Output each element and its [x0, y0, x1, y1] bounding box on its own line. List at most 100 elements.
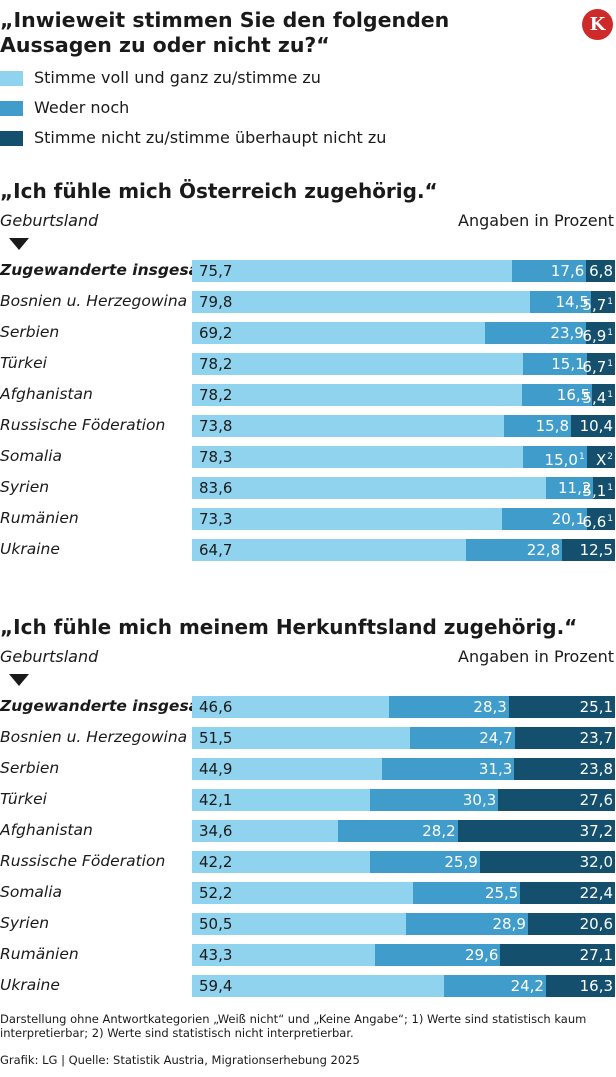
bar-segment-agree — [192, 727, 411, 749]
stacked-bar: 79,8 14,5 5,71 — [192, 291, 615, 314]
bar-segment-disagree — [527, 913, 615, 935]
data-label-disagree: 22,4 — [579, 884, 614, 902]
legend-label-neutral: Weder noch — [34, 98, 130, 117]
data-label-disagree: 23,7 — [579, 729, 613, 747]
stacked-bar: 51,5 24,7 23,7 — [192, 727, 615, 749]
category-label: Ukraine — [0, 540, 60, 558]
data-label-neutral: 25,9 — [444, 853, 478, 871]
row-header-label: Geburtsland — [0, 211, 99, 230]
data-label-disagree: 25,1 — [579, 698, 614, 716]
bar-row: Afghanistan 78,2 16,5 5,41 — [0, 382, 616, 407]
data-label-neutral: 24,7 — [479, 729, 513, 747]
category-label: Rumänien — [0, 945, 79, 963]
stacked-bar: 46,6 28,3 25,1 — [192, 696, 615, 718]
bar-segment-disagree — [593, 477, 615, 499]
category-label: Russische Föderation — [0, 416, 166, 434]
data-label-disagree: 6,8 — [589, 262, 613, 280]
bar-segment-agree — [192, 446, 524, 468]
data-label-agree: 43,3 — [199, 946, 233, 964]
data-label-disagree: 6,61 — [582, 513, 613, 531]
bar-segment-agree — [192, 539, 466, 561]
data-label-disagree: 5,41 — [582, 389, 613, 407]
bar-segment-neutral — [381, 758, 515, 780]
bar-segment-neutral — [370, 789, 499, 811]
data-label-agree: 51,5 — [199, 729, 233, 747]
data-label-disagree: 37,2 — [579, 822, 613, 840]
bar-segment-agree — [192, 508, 503, 530]
data-label-agree: 50,5 — [199, 915, 233, 933]
data-label-neutral: 24,2 — [510, 977, 544, 995]
data-label-disagree: 5,11 — [582, 482, 613, 500]
bar-row: Rumänien 43,3 29,6 27,1 — [0, 942, 616, 966]
data-label-agree: 44,9 — [199, 760, 233, 778]
bar-segment-neutral — [465, 539, 563, 561]
bar-row: Somalia 78,3 15,01 X2 — [0, 444, 616, 469]
data-label-disagree: 27,1 — [579, 946, 613, 964]
bar-segment-neutral — [370, 851, 480, 873]
data-label-agree: 42,1 — [199, 791, 233, 809]
bar-row: Somalia 52,2 25,5 22,4 — [0, 880, 616, 904]
data-label-agree: 34,6 — [199, 822, 233, 840]
bar-row: Bosnien u. Herzegowina 79,8 14,5 5,71 — [0, 289, 616, 314]
stacked-bar: 73,8 15,8 10,4 — [192, 415, 615, 437]
category-label: Zugewanderte insgesamt — [0, 697, 223, 715]
data-label-neutral: 15,1 — [551, 355, 585, 373]
bar-segment-neutral — [529, 291, 591, 313]
data-label-disagree: 32,0 — [579, 853, 614, 871]
bar-segment-disagree — [500, 944, 615, 966]
bar-row: Rumänien 73,3 20,1 6,61 — [0, 506, 616, 531]
data-label-disagree: 10,4 — [579, 417, 613, 435]
footnote-marker: 1 — [607, 359, 613, 369]
bar-row: Russische Föderation 42,2 25,9 32,0 — [0, 849, 616, 873]
brand-logo: K — [582, 9, 613, 40]
data-label-disagree: 23,8 — [579, 760, 613, 778]
data-label-disagree: X2 — [595, 451, 613, 469]
data-label-disagree: 20,6 — [579, 915, 613, 933]
stacked-bar: 44,9 31,3 23,8 — [192, 758, 615, 780]
bar-segment-agree — [192, 820, 339, 842]
data-label-neutral: 28,2 — [422, 822, 456, 840]
data-label-disagree: 6,91 — [582, 327, 613, 345]
data-label-neutral: 15,01 — [544, 451, 585, 469]
data-label-disagree: 5,71 — [582, 296, 613, 314]
legend-label-agree: Stimme voll und ganz zu/stimme zu — [34, 68, 321, 87]
category-label: Türkei — [0, 790, 47, 808]
footnote-marker: 1 — [607, 514, 613, 524]
data-label-agree: 78,2 — [199, 386, 233, 404]
bar-row: Zugewanderte insgesamt 75,7 17,6 6,8 — [0, 258, 616, 282]
bar-segment-disagree — [514, 727, 615, 749]
bar-segment-agree — [192, 882, 413, 904]
bar-row: Afghanistan 34,6 28,2 37,2 — [0, 818, 616, 842]
bar-row: Bosnien u. Herzegowina 51,5 24,7 23,7 — [0, 725, 616, 749]
bar-segment-neutral — [522, 384, 593, 406]
footnote-marker: 1 — [607, 390, 613, 400]
sort-arrow-icon — [9, 674, 29, 686]
category-label: Syrien — [0, 914, 50, 932]
bar-row: Ukraine 59,4 24,2 16,3 — [0, 973, 616, 997]
bar-segment-agree — [192, 851, 371, 873]
bar-segment-disagree — [586, 260, 615, 282]
bar-row: Syrien 83,6 11,2 5,11 — [0, 475, 616, 500]
data-label-neutral: 17,6 — [550, 262, 585, 280]
stacked-bar: 34,6 28,2 37,2 — [192, 820, 615, 842]
stacked-bar: 75,7 17,6 6,8 — [192, 260, 615, 282]
source-credit: Grafik: LG | Quelle: Statistik Austria, … — [0, 1053, 360, 1067]
bar-segment-neutral — [338, 820, 458, 842]
data-label-neutral: 25,5 — [484, 884, 519, 902]
panel-title: „Ich fühle mich meinem Herkunftsland zug… — [0, 615, 578, 639]
bar-segment-neutral — [375, 944, 501, 966]
legend-label-disagree: Stimme nicht zu/stimme überhaupt nicht z… — [34, 128, 387, 147]
data-label-neutral: 15,8 — [535, 417, 570, 435]
chart-title: „Inwieweit stimmen Sie den folgenden Aus… — [0, 8, 450, 57]
bar-segment-agree — [192, 291, 530, 313]
stacked-bar: 78,2 16,5 5,41 — [192, 384, 615, 407]
bar-segment-neutral — [545, 477, 594, 499]
bar-segment-disagree — [571, 415, 615, 437]
data-label-neutral: 28,3 — [473, 698, 507, 716]
bar-segment-agree — [192, 384, 523, 406]
bar-segment-disagree — [590, 291, 615, 313]
footnote-marker: 1 — [578, 452, 585, 462]
bar-segment-agree — [192, 913, 406, 935]
bar-segment-neutral — [389, 696, 509, 718]
stacked-bar: 78,2 15,1 6,71 — [192, 353, 615, 376]
